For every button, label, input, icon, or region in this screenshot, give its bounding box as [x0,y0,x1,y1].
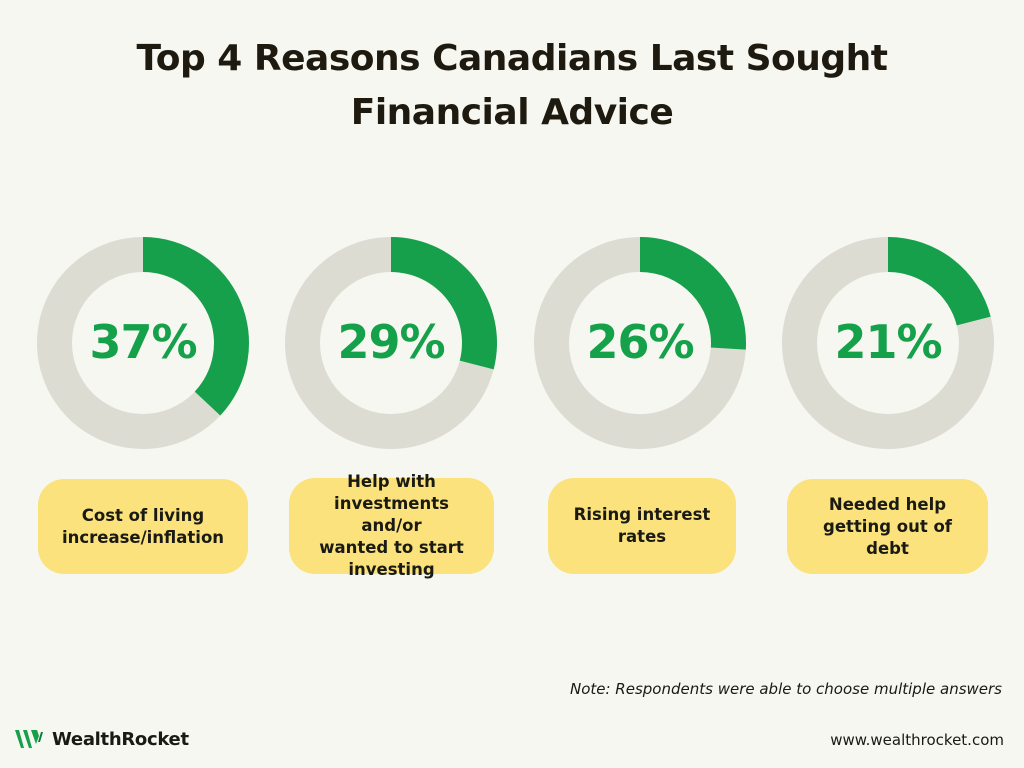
category-label-line: wanted to start [319,538,464,557]
donut-value-arc-2 [391,237,497,370]
category-label-line: debt [866,538,909,558]
donut-percent-label-2: 29% [337,315,445,369]
brand-logo: WealthRocket [14,728,189,750]
category-label-line: Rising interest [573,505,711,524]
donut-percent-label-3: 26% [586,315,694,369]
category-label-text-3: Rising interest rates [574,504,711,548]
donut-value-arc-3 [640,237,746,350]
chart-title-line-1: Top 4 Reasons Canadians Last Sought [136,38,889,79]
category-label-line: Needed help [828,494,947,514]
chart-title: Top 4 Reasons Canadians Last Sought Fina… [80,32,944,140]
brand-name: WealthRocket [52,728,189,750]
category-label-line: rates [617,527,667,546]
donut-value-arc-1 [143,237,249,416]
chart-title-line-2: Financial Advice [350,92,674,133]
category-label-box-2: Help with investments and/or wanted to sta… [289,472,494,579]
category-label-line: investments and/or [334,494,449,535]
category-label-text-4: Needed help getting out of debt [823,494,952,560]
donut-percent-label-4: 21% [834,315,942,369]
category-label-line: investing [348,560,435,579]
wealthrocket-logo-icon [15,730,43,748]
website-url[interactable]: www.wealthrocket.com [830,731,1004,749]
category-label-text-2: Help with investments and/or wanted to sta… [303,471,480,581]
category-label-box-3: Rising interest rates [548,478,736,574]
donut-percent-label-1: 37% [89,315,197,369]
category-label-text-1: Cost of living increase/inflation [62,505,224,549]
donut-value-arc-4 [888,237,991,326]
footnote: Note: Respondents were able to choose mu… [569,680,1002,698]
category-label-line: Help with [347,472,436,491]
category-label-box-4: Needed help getting out of debt [787,479,988,574]
category-label-box-1: Cost of living increase/inflation [38,479,248,574]
category-label-line: getting out of [823,516,952,536]
category-label-line: Cost of living [81,505,205,525]
category-label-line: increase/inflation [61,527,225,547]
